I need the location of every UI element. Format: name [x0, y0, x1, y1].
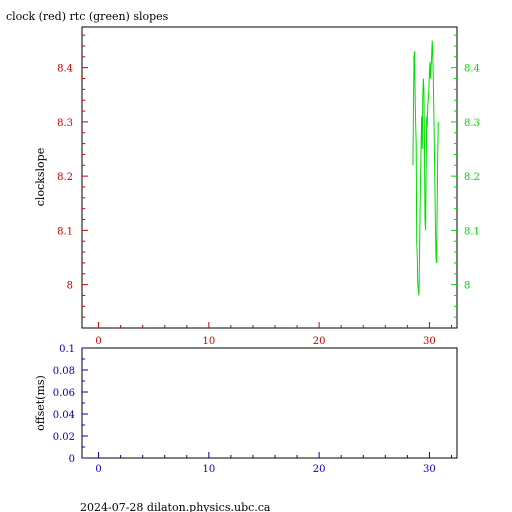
x-tick-label: 20: [313, 464, 326, 475]
offset-plot-y-ticks: 0 0.02 0.04 0.06 0.08 0.1: [53, 344, 88, 465]
slope-plot-minor-ticks: [82, 34, 457, 328]
slope-plot-y-ticks-left: 8 8.1 8.2 8.3 8.4: [57, 64, 88, 292]
offset-plot: 0 10 20 30 0 0.02 0.04 0.06 0.08 0.1 offset(ms): [34, 344, 458, 475]
x-tick-label: 10: [202, 464, 215, 475]
y-tick-label-right: 8.4: [464, 64, 480, 75]
y-tick-label-right: 8: [464, 281, 470, 292]
slope-plot-frame: [81, 26, 458, 329]
y-tick-label-left: 8.4: [57, 64, 73, 75]
y-tick-label-right: 8.3: [464, 118, 480, 129]
y-tick-label-right: 8.1: [464, 226, 480, 237]
x-tick-label: 0: [95, 464, 101, 475]
y-tick-label-left: 8: [67, 281, 73, 292]
offset-plot-minor-ticks: [82, 358, 452, 458]
rtc-slope-line: [412, 40, 439, 296]
chart-title: clock (red) rtc (green) slopes: [6, 10, 169, 23]
slope-plot: 0 10 20 30 8 8.1 8.2 8.3 8.4 8 8.1 8.2 8.3 8.4 cloc…: [34, 26, 480, 347]
y-tick-label: 0: [69, 454, 75, 465]
slope-plot-y-ticks-right: 8 8.1 8.2 8.3 8.4: [451, 64, 480, 292]
x-tick-label: 30: [423, 336, 436, 347]
y-tick-label-left: 8.3: [57, 118, 73, 129]
x-tick-label: 10: [202, 336, 215, 347]
y-tick-label: 0.04: [53, 410, 75, 421]
x-tick-label: 30: [423, 464, 436, 475]
offset-plot-x-ticks: 0 10 20 30: [95, 452, 436, 475]
x-tick-label: 20: [313, 336, 326, 347]
y-tick-label: 0.08: [53, 366, 75, 377]
offset-plot-y-label: offset(ms): [34, 375, 47, 431]
y-tick-label-left: 8.1: [57, 226, 73, 237]
offset-plot-frame: [81, 347, 458, 459]
slope-plot-y-label: clockslope: [34, 148, 47, 206]
footer-text: 2024-07-28 dilaton.physics.ubc.ca: [80, 501, 271, 512]
y-tick-label: 0.02: [53, 432, 75, 443]
slope-plot-series: [412, 40, 439, 296]
y-tick-label: 0.1: [59, 344, 75, 355]
y-tick-label-right: 8.2: [464, 172, 480, 183]
x-tick-label: 0: [95, 336, 101, 347]
y-tick-label: 0.06: [53, 388, 75, 399]
y-tick-label-left: 8.2: [57, 172, 73, 183]
slope-plot-x-ticks: 0 10 20 30: [95, 322, 436, 347]
